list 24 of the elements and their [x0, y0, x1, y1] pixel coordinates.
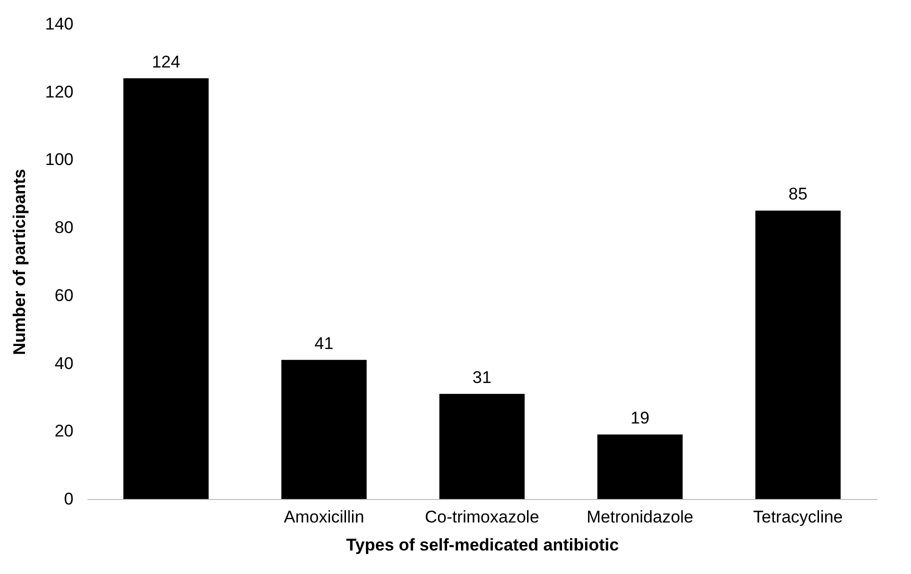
- x-axis-title: Types of self-medicated antibiotic: [346, 536, 619, 554]
- data-label: 19: [630, 408, 650, 428]
- x-tick-label: Metronidazole: [586, 508, 694, 526]
- y-tick-label: 120: [45, 82, 74, 102]
- y-axis-title: Number of participants: [10, 168, 30, 356]
- y-tick-label: 20: [54, 422, 74, 441]
- y-tick-label: 140: [45, 14, 74, 34]
- data-label: 31: [472, 368, 492, 387]
- y-tick-label: 60: [54, 286, 74, 305]
- bar: [123, 78, 209, 499]
- data-label: 85: [788, 184, 808, 204]
- x-tick-label: Amoxicillin: [284, 508, 364, 526]
- data-label: 124: [152, 52, 180, 72]
- bar: [597, 434, 683, 499]
- y-tick-label: 0: [64, 490, 74, 508]
- bar: [281, 360, 367, 499]
- bar: [755, 210, 841, 499]
- x-tick-label: Tetracycline: [753, 508, 843, 526]
- x-tick-label: Co-trimoxazole: [424, 508, 540, 526]
- bar: [439, 394, 525, 499]
- y-tick-label: 40: [54, 354, 74, 373]
- data-label: 41: [314, 334, 334, 353]
- y-tick-label: 100: [45, 150, 74, 170]
- y-tick-label: 80: [54, 218, 74, 238]
